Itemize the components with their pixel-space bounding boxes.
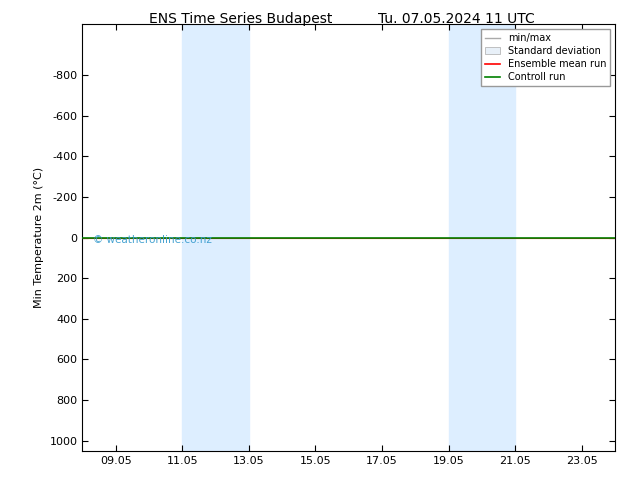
- Text: ENS Time Series Budapest: ENS Time Series Budapest: [149, 12, 333, 26]
- Legend: min/max, Standard deviation, Ensemble mean run, Controll run: min/max, Standard deviation, Ensemble me…: [481, 29, 610, 86]
- Bar: [449, 24, 515, 451]
- Y-axis label: Min Temperature 2m (°C): Min Temperature 2m (°C): [34, 167, 44, 308]
- Bar: [183, 24, 249, 451]
- Text: © weatheronline.co.nz: © weatheronline.co.nz: [93, 235, 212, 245]
- Text: Tu. 07.05.2024 11 UTC: Tu. 07.05.2024 11 UTC: [378, 12, 535, 26]
